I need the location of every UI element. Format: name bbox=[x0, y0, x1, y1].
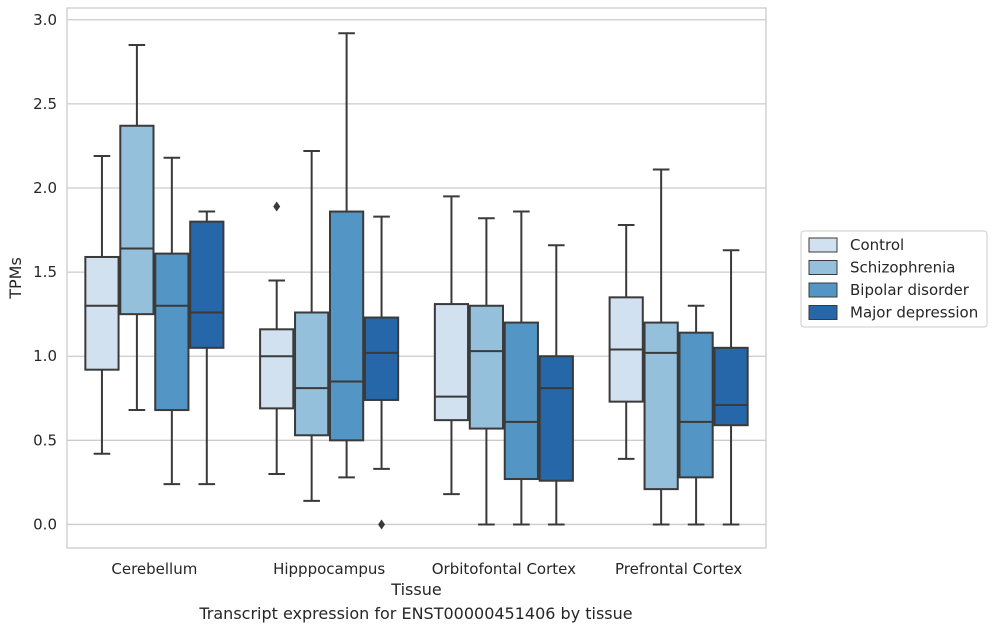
box-control-cerebellum bbox=[84, 155, 120, 455]
box-body bbox=[468, 304, 505, 430]
y-tick-labels: 0.0 0.5 1.0 1.5 2.0 2.5 3.0 bbox=[33, 11, 57, 534]
box-schizophrenia-prefrontal-cortex bbox=[643, 168, 679, 526]
legend: Control Schizophrenia Bipolar disorder Majo… bbox=[800, 230, 988, 328]
box-body bbox=[643, 321, 679, 491]
plot-frame bbox=[66, 7, 767, 549]
box-control-orbitofontal-cortex bbox=[433, 195, 470, 496]
y-tick-label: 1.0 bbox=[33, 347, 57, 365]
box-body bbox=[503, 321, 539, 481]
box-body bbox=[259, 328, 295, 410]
box-major-depression-hipppocampus bbox=[363, 215, 400, 530]
chart-caption: Transcript expression for ENST0000045140… bbox=[199, 604, 633, 623]
box-schizophrenia-orbitofontal-cortex bbox=[468, 217, 505, 526]
box-body bbox=[294, 311, 330, 437]
box-bipolar-disorder-cerebellum bbox=[154, 156, 190, 486]
x-tick-label: Hipppocampus bbox=[273, 560, 385, 578]
box-body bbox=[538, 355, 574, 482]
box-body bbox=[84, 255, 120, 371]
y-tick-label: 2.0 bbox=[33, 179, 57, 197]
box-body bbox=[363, 316, 400, 401]
box-body bbox=[119, 124, 155, 316]
box-body bbox=[189, 220, 225, 349]
box-control-prefrontal-cortex bbox=[608, 224, 644, 460]
legend-frame bbox=[800, 230, 988, 328]
box-layer bbox=[84, 32, 749, 530]
legend-label: Control bbox=[850, 236, 904, 254]
outlier-point bbox=[273, 201, 281, 212]
legend-label: Schizophrenia bbox=[850, 259, 955, 277]
x-axis-label: Tissue bbox=[390, 580, 441, 599]
box-body bbox=[433, 303, 470, 422]
box-major-depression-orbitofontal-cortex bbox=[538, 244, 574, 526]
box-body bbox=[328, 210, 365, 442]
box-bipolar-disorder-orbitofontal-cortex bbox=[503, 210, 539, 526]
legend-swatch bbox=[808, 237, 838, 253]
legend-swatch bbox=[808, 260, 838, 275]
legend-swatch bbox=[808, 305, 838, 320]
box-control-hipppocampus bbox=[259, 201, 295, 475]
box-major-depression-cerebellum bbox=[189, 210, 225, 486]
outlier-point bbox=[378, 519, 386, 530]
y-tick-label: 2.5 bbox=[33, 95, 57, 113]
x-tick-labels: Cerebellum Hipppocampus Orbitofontal Corte… bbox=[111, 560, 742, 578]
box-major-depression-prefrontal-cortex bbox=[713, 249, 749, 526]
box-bipolar-disorder-prefrontal-cortex bbox=[678, 304, 714, 526]
legend-label: Major depression bbox=[850, 304, 978, 322]
legend-swatch bbox=[808, 282, 838, 298]
box-body bbox=[713, 346, 749, 427]
y-axis-label: TPMs bbox=[6, 257, 25, 300]
box-schizophrenia-hipppocampus bbox=[294, 149, 330, 502]
y-tick-label: 1.5 bbox=[33, 263, 57, 281]
x-tick-label: Orbitofontal Cortex bbox=[432, 560, 576, 578]
box-schizophrenia-cerebellum bbox=[119, 44, 155, 412]
y-tick-label: 3.0 bbox=[33, 11, 57, 29]
y-tick-label: 0.5 bbox=[33, 431, 57, 449]
box-body bbox=[154, 252, 190, 412]
x-tick-label: Prefrontal Cortex bbox=[615, 560, 742, 578]
legend-label: Bipolar disorder bbox=[850, 281, 970, 299]
box-body bbox=[678, 331, 714, 479]
box-bipolar-disorder-hipppocampus bbox=[328, 32, 365, 479]
y-tick-label: 0.0 bbox=[33, 515, 57, 533]
x-tick-label: Cerebellum bbox=[111, 560, 197, 578]
